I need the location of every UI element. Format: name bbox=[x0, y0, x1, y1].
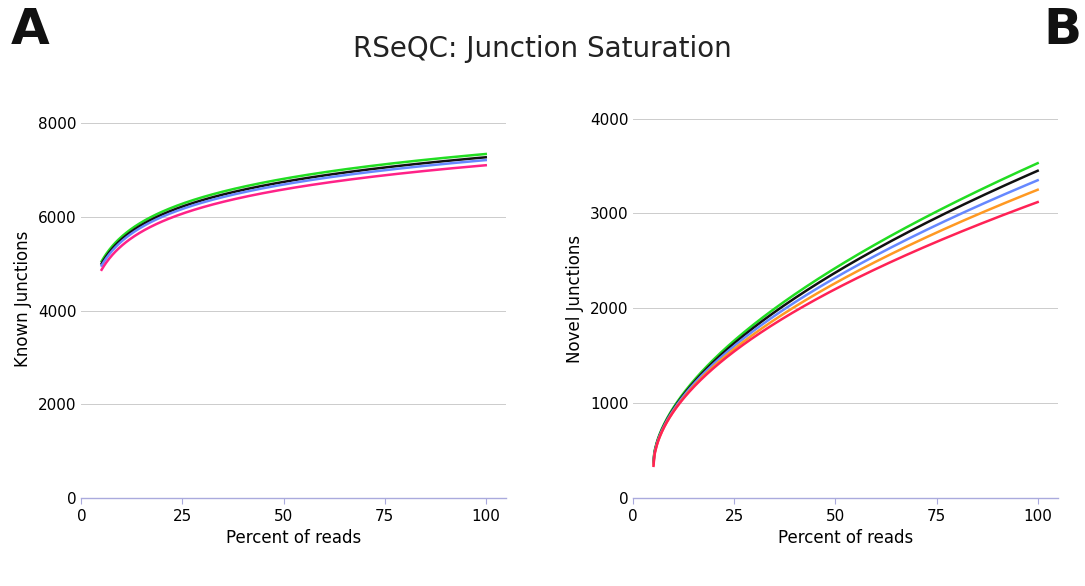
Y-axis label: Known Junctions: Known Junctions bbox=[14, 231, 33, 367]
Text: B: B bbox=[1044, 6, 1082, 54]
Y-axis label: Novel Junctions: Novel Junctions bbox=[566, 235, 584, 363]
Text: RSeQC: Junction Saturation: RSeQC: Junction Saturation bbox=[353, 35, 732, 63]
X-axis label: Percent of reads: Percent of reads bbox=[226, 529, 361, 547]
X-axis label: Percent of reads: Percent of reads bbox=[778, 529, 914, 547]
Text: A: A bbox=[11, 6, 50, 54]
